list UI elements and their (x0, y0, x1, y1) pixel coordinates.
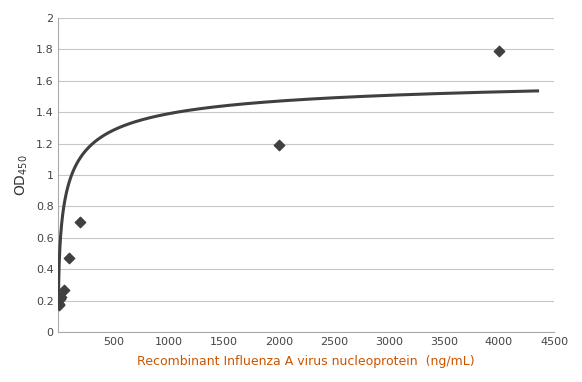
Point (65, 255, 74, 261)
Point (54, 302, 63, 308)
X-axis label: Recombinant Influenza A virus nucleoprotein  (ng/mL): Recombinant Influenza A virus nucleoprot… (137, 355, 475, 368)
Point (494, 48, 503, 54)
Point (76, 219, 85, 225)
Y-axis label: OD$_{\mathregular{450}}$: OD$_{\mathregular{450}}$ (14, 154, 30, 196)
Point (55, 301, 64, 308)
Point (274, 142, 283, 148)
Point (59, 286, 69, 293)
Point (55, 296, 65, 302)
Point (56, 294, 66, 300)
